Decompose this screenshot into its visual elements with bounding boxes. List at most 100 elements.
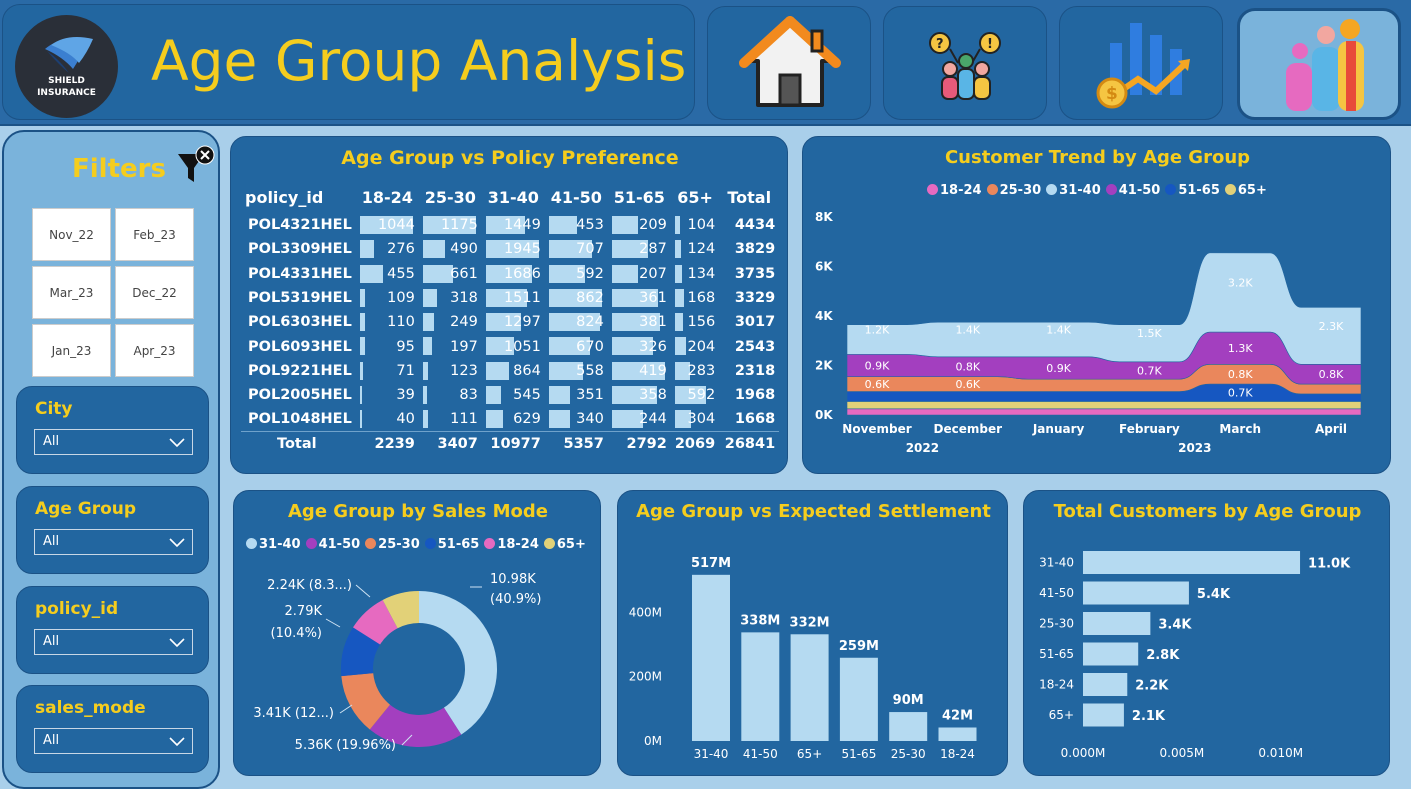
policy-id-dropdown[interactable]: All (34, 629, 193, 655)
trend-y-tick: 2K (815, 359, 833, 373)
matrix-cell-bar (674, 361, 690, 380)
matrix-col-header[interactable]: policy_id (245, 187, 324, 207)
matrix-cell: 156 (671, 310, 719, 334)
matrix-col-header[interactable]: 25-30 (424, 187, 476, 207)
legend-item[interactable]: 25-30 (365, 537, 420, 552)
legend-item[interactable]: 18-24 (927, 183, 982, 198)
legend-item[interactable]: 18-24 (484, 537, 539, 552)
matrix-cell-value: 490 (450, 241, 478, 258)
donut-leader-line (339, 704, 353, 714)
matrix-cell-value: 249 (450, 314, 478, 331)
legend-item[interactable]: 31-40 (1046, 183, 1101, 198)
matrix-row[interactable]: POL6093HEL 95 197 1051 670 326 204 2543 (241, 334, 779, 358)
age-group-slicer: Age Group All (16, 486, 209, 574)
legend-item[interactable]: 51-65 (1165, 183, 1220, 198)
trend-chart-title: Customer Trend by Age Group (944, 147, 1251, 168)
donut-label: 5.36K (19.96%) (295, 738, 396, 753)
sales-mode-dropdown[interactable]: All (34, 728, 193, 754)
age-group-dropdown[interactable]: All (34, 529, 193, 555)
matrix-cell-bar (485, 361, 510, 380)
matrix-row[interactable]: POL5319HEL 109 318 1511 862 361 168 3329 (241, 286, 779, 310)
matrix-cell-bar (422, 361, 429, 380)
matrix-cell-bar (422, 337, 432, 356)
matrix-cell-value: 1449 (503, 217, 541, 234)
month-tile-feb-23[interactable]: Feb_23 (115, 208, 194, 261)
trend-y-tick: 0K (815, 408, 833, 422)
matrix-row[interactable]: POL4321HEL 1044 1175 1449 453 209 104 4434 (241, 213, 779, 237)
legend-item[interactable]: 31-40 (246, 537, 301, 552)
legend-dot-icon (543, 538, 555, 549)
trend-x-tick: February (1119, 422, 1180, 436)
nav-home-button[interactable] (707, 6, 871, 120)
settlement-x-tick: 31-40 (694, 747, 729, 761)
nav-age-group-button[interactable] (1237, 8, 1401, 120)
clear-filters-icon[interactable] (174, 144, 218, 188)
month-tile-dec-22[interactable]: Dec_22 (115, 266, 194, 319)
donut-label: 2.24K (8.3...) (267, 578, 352, 593)
svg-text:$: $ (1106, 84, 1118, 104)
city-dropdown[interactable]: All (34, 429, 193, 455)
matrix-cell: 249 (419, 310, 482, 334)
logo-text: SHIELD INSURANCE (15, 75, 118, 99)
nav-customers-button[interactable]: ? ! (883, 6, 1047, 120)
matrix-row-total: 3017 (734, 314, 776, 331)
matrix-col-header[interactable]: 41-50 (550, 187, 602, 207)
sales-mode-slicer: sales_mode All (16, 685, 209, 773)
legend-item[interactable]: 41-50 (305, 537, 360, 552)
legend-item[interactable]: 51-65 (424, 537, 479, 552)
policy-id-slicer: policy_id All (16, 586, 209, 674)
matrix-cell: 134 (671, 262, 719, 286)
legend-item[interactable]: 65+ (543, 537, 586, 552)
customers-value-label: 2.2K (1135, 679, 1169, 694)
matrix-cell: 1449 (482, 213, 545, 237)
trend-data-label: 0.8K (1228, 368, 1253, 381)
matrix-cell: 95 (356, 334, 419, 358)
matrix-row[interactable]: POL6303HEL 110 249 1297 824 381 156 3017 (241, 310, 779, 334)
matrix-row[interactable]: POL1048HEL 40 111 629 340 244 304 1668 (241, 407, 779, 431)
nav-revenue-button[interactable]: $ (1059, 6, 1223, 120)
family-icon (1286, 19, 1364, 111)
matrix-cell-bar (359, 216, 413, 234)
trend-x-tick: April (1315, 422, 1347, 436)
page-title: Age Group Analysis (151, 29, 687, 93)
trend-x-group-label: 2022 (906, 441, 939, 455)
matrix-cell-value: 592 (687, 387, 716, 404)
matrix-row[interactable]: POL4331HEL 455 661 1686 592 207 134 3735 (241, 262, 779, 286)
trend-x-group-label: 2023 (1178, 441, 1211, 455)
donut-label: 2.79K (285, 604, 323, 619)
matrix-total-label: Total (241, 431, 356, 456)
settlement-chart-title: Age Group vs Expected Settlement (636, 501, 991, 522)
matrix-cell: 1686 (482, 262, 545, 286)
legend-item[interactable]: 65+ (1224, 183, 1267, 198)
month-tile-jan-23[interactable]: Jan_23 (32, 324, 111, 377)
svg-text:?: ? (936, 37, 944, 52)
customers-bar (1083, 612, 1151, 635)
month-tile-apr-23[interactable]: Apr_23 (115, 324, 194, 377)
month-tile-mar-23[interactable]: Mar_23 (32, 266, 111, 319)
matrix-cell-bar (359, 313, 366, 332)
matrix-cell-bar (611, 240, 649, 259)
matrix-cell: 326 (608, 334, 671, 358)
month-tile-nov-22[interactable]: Nov_22 (32, 208, 111, 261)
legend-label: 51-65 (1178, 183, 1220, 198)
matrix-cell-value: 453 (576, 217, 604, 234)
matrix-row[interactable]: POL3309HEL 276 490 1945 707 287 124 3829 (241, 237, 779, 261)
donut-slice-18-24 (353, 599, 398, 645)
settlement-value-label: 42M (942, 709, 973, 724)
matrix-row[interactable]: POL2005HEL 39 83 545 351 358 592 1968 (241, 383, 779, 407)
matrix-col-header[interactable]: 18-24 (361, 187, 413, 207)
legend-dot-icon (1165, 184, 1177, 195)
matrix-header-row: policy_id 18-24 25-30 31-40 41-50 51-65 65+ Tot… (241, 181, 779, 213)
matrix-body: POL4321HEL 1044 1175 1449 453 209 104 4434 POL33… (241, 213, 780, 456)
matrix-row[interactable]: POL9221HEL 71 123 864 558 419 283 2318 (241, 359, 779, 383)
matrix-col-header[interactable]: 51-65 (613, 187, 665, 207)
chevron-down-icon (169, 438, 185, 448)
matrix-cell-bar (674, 410, 691, 429)
legend-item[interactable]: 41-50 (1105, 183, 1160, 198)
matrix-col-header[interactable]: Total (727, 187, 772, 207)
matrix-col-header[interactable]: 31-40 (487, 187, 539, 207)
legend-item[interactable]: 25-30 (986, 183, 1041, 198)
customers-y-tick: 65+ (1049, 708, 1074, 722)
settlement-chart-svg: 0M 200M 400M 517M 31-40 338M 41-50 332M 65+ 259M 5… (629, 556, 977, 761)
matrix-col-header[interactable]: 65+ (677, 187, 713, 207)
